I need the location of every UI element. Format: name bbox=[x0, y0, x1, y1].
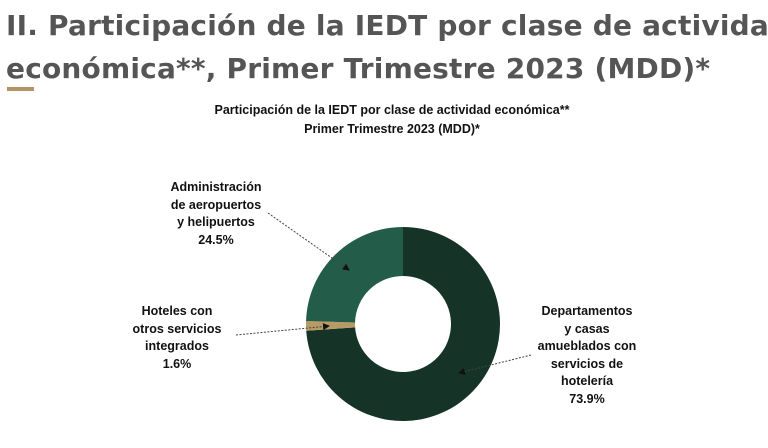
slice-airports bbox=[306, 227, 403, 323]
slice-apartments bbox=[306, 227, 501, 421]
label-value: 24.5% bbox=[198, 232, 234, 247]
leader-line-airports bbox=[267, 212, 350, 271]
label-line: otros servicios bbox=[132, 321, 222, 336]
label-line: y casas bbox=[564, 321, 610, 336]
data-label-apartments: Departamentos y casas amueblados con ser… bbox=[517, 303, 657, 408]
data-label-airports: Administración de aeropuertos y helipuer… bbox=[146, 179, 286, 249]
label-line: amueblados con bbox=[537, 339, 637, 353]
label-line: Departamentos bbox=[541, 304, 633, 318]
label-value: 73.9% bbox=[569, 391, 605, 406]
page-title-line2: económica**, Primer Trimestre 2023 (MDD)… bbox=[6, 52, 711, 85]
label-line: hotelería bbox=[560, 374, 614, 388]
chart-title: Participación de la IEDT por clase de ac… bbox=[214, 103, 570, 117]
page-title-line1: II. Participación de la IEDT por clase d… bbox=[6, 9, 768, 42]
label-value: 1.6% bbox=[162, 356, 192, 371]
chart-subtitle: Primer Trimestre 2023 (MDD)* bbox=[304, 122, 480, 136]
page-title: II. Participación de la IEDT por clase d… bbox=[6, 4, 768, 90]
label-line: y helipuertos bbox=[177, 215, 255, 229]
leader-line-apartments bbox=[458, 354, 532, 375]
label-line: integrados bbox=[145, 339, 209, 353]
label-line: servicios de bbox=[550, 356, 624, 371]
slice-hotels bbox=[306, 320, 356, 331]
label-line: de aeropuertos bbox=[170, 197, 262, 212]
label-line: Administración bbox=[170, 180, 262, 194]
data-label-hotels: Hoteles con otros servicios integrados 1… bbox=[107, 303, 247, 373]
title-accent-bar bbox=[7, 87, 34, 91]
label-line: Hoteles con bbox=[141, 304, 213, 318]
leader-line-hotels bbox=[235, 323, 330, 336]
